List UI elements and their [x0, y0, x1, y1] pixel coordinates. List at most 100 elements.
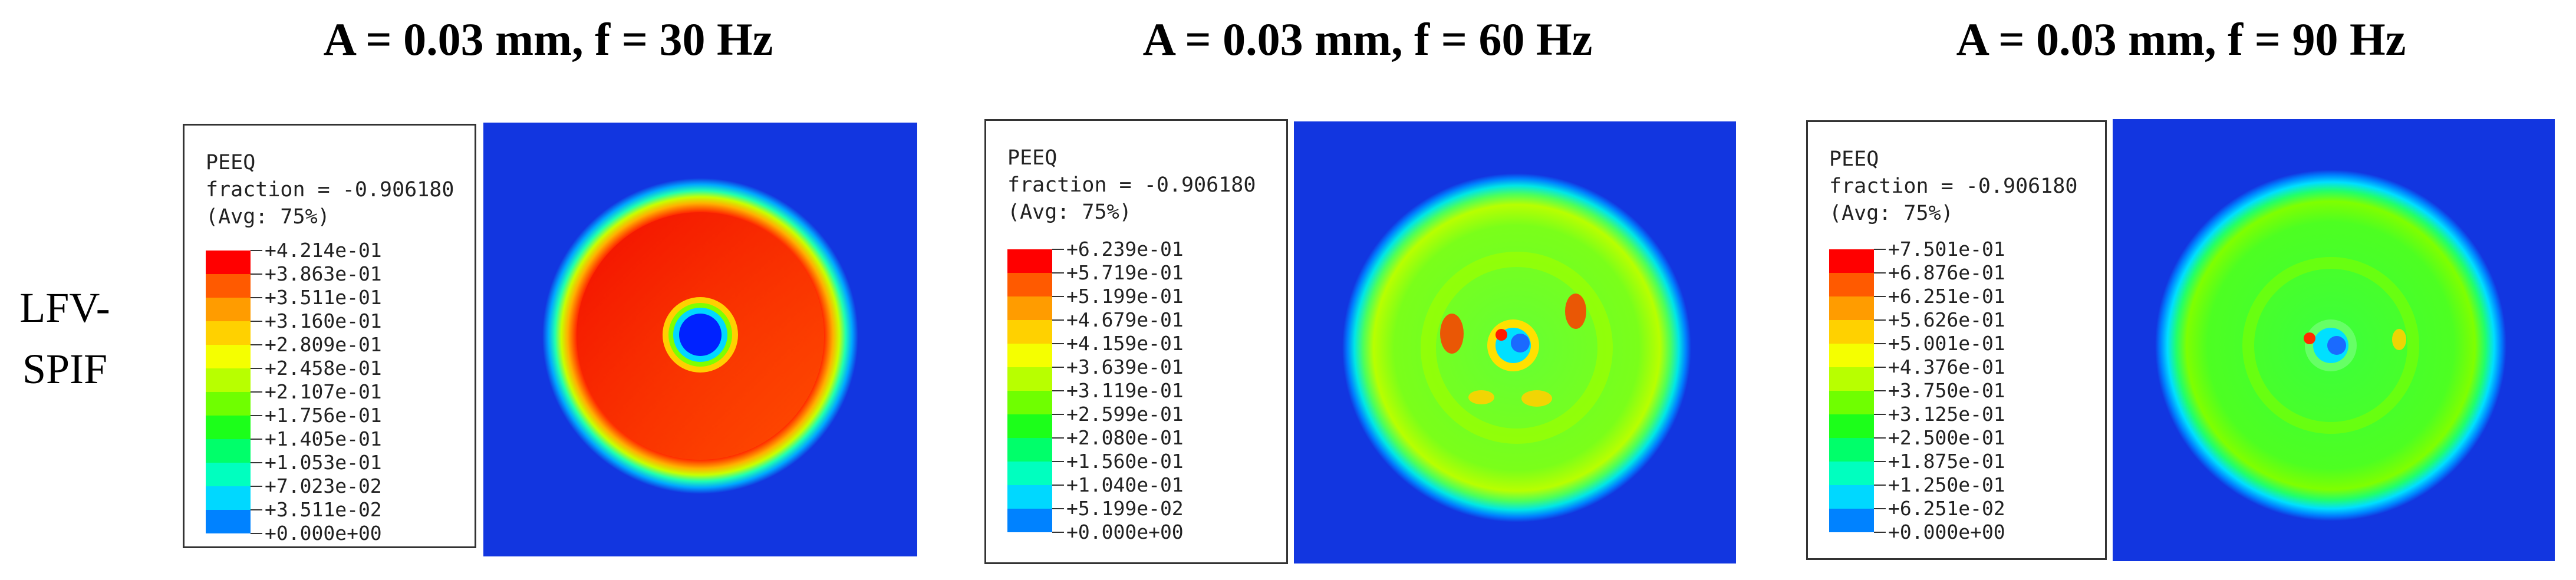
- contour-plot: [1294, 121, 1736, 563]
- color-swatch: [1829, 414, 1874, 438]
- legend-averaging: (Avg: 75%): [1829, 202, 1954, 225]
- level-tick: [1874, 249, 1886, 250]
- level-label: +1.250e-01: [1888, 473, 2005, 496]
- level-tick: [1874, 367, 1886, 368]
- color-scale-bar: +4.214e-01 +3.863e-01 +3.511e-01 +3.160e…: [206, 240, 382, 543]
- color-swatch: [1007, 509, 1052, 532]
- level-tick: [1052, 343, 1064, 344]
- level-tick: [251, 533, 262, 534]
- level-label: +3.511e-02: [265, 498, 382, 521]
- color-swatch: [206, 392, 251, 416]
- level-tick: [1874, 414, 1886, 415]
- legend-header: PEEQ fraction = -0.906180 (Avg: 75%): [1007, 144, 1256, 226]
- level-label: +5.001e-01: [1888, 332, 2005, 355]
- color-swatch: [206, 298, 251, 321]
- color-swatch: [1007, 462, 1052, 485]
- color-swatch: [1007, 296, 1052, 320]
- color-swatch: [1007, 320, 1052, 344]
- level-label: +4.376e-01: [1888, 355, 2005, 378]
- legend-fraction: fraction = -0.906180: [206, 178, 454, 202]
- level-tick: [1052, 390, 1064, 391]
- level-label: +6.876e-01: [1888, 261, 2005, 284]
- level-tick: [1874, 319, 1886, 321]
- row-label-line-1: LFV-: [19, 284, 110, 331]
- level-label: +1.405e-01: [265, 427, 382, 450]
- level-tick: [1052, 461, 1064, 462]
- level-label: +4.214e-01: [265, 239, 382, 262]
- color-swatch: [206, 439, 251, 463]
- color-swatch: [1829, 273, 1874, 296]
- level-tick: [1052, 414, 1064, 415]
- level-tick: [251, 321, 262, 322]
- level-label: +3.125e-01: [1888, 403, 2005, 426]
- level-label: +3.119e-01: [1066, 379, 1184, 402]
- color-swatch: [206, 368, 251, 392]
- level-label: +1.040e-01: [1066, 473, 1184, 496]
- level-tick: [1874, 461, 1886, 462]
- level-label: +5.199e-02: [1066, 497, 1184, 520]
- level-label: +7.023e-02: [265, 474, 382, 497]
- level-label: +2.458e-01: [265, 357, 382, 380]
- color-swatch: [1829, 249, 1874, 273]
- level-label: +2.080e-01: [1066, 426, 1184, 449]
- color-swatch: [1829, 367, 1874, 391]
- contour-plot: [483, 123, 917, 556]
- level-label: +4.159e-01: [1066, 332, 1184, 355]
- legend: PEEQ fraction = -0.906180 (Avg: 75%): [984, 119, 1288, 564]
- level-tick: [1874, 296, 1886, 297]
- level-tick: [251, 344, 262, 345]
- color-swatch: [206, 345, 251, 368]
- level-label: +5.719e-01: [1066, 261, 1184, 284]
- color-swatch: [206, 251, 251, 274]
- level-label: +4.679e-01: [1066, 308, 1184, 331]
- color-swatch: [206, 321, 251, 345]
- panel-title: A = 0.03 mm, f = 60 Hz: [1142, 14, 1593, 65]
- legend-variable: PEEQ: [1829, 147, 1879, 171]
- level-tick: [251, 509, 262, 510]
- color-swatch: [1007, 367, 1052, 391]
- level-tick: [1874, 485, 1886, 486]
- level-tick: [1052, 437, 1064, 439]
- color-swatch: [1007, 414, 1052, 438]
- level-label: +3.863e-01: [265, 262, 382, 285]
- level-tick: [251, 250, 262, 251]
- color-swatch: [1007, 438, 1052, 462]
- color-swatch: [1829, 438, 1874, 462]
- level-label: +6.251e-01: [1888, 285, 2005, 308]
- level-tick: [1874, 532, 1886, 533]
- level-label: +2.107e-01: [265, 380, 382, 403]
- legend-header: PEEQ fraction = -0.906180 (Avg: 75%): [206, 149, 454, 230]
- level-tick: [1052, 296, 1064, 297]
- contour-plot: [2113, 119, 2555, 561]
- level-tick: [251, 391, 262, 393]
- level-tick: [1874, 343, 1886, 344]
- level-tick: [251, 486, 262, 487]
- color-swatch: [206, 463, 251, 486]
- color-swatch: [206, 416, 251, 439]
- legend-averaging: (Avg: 75%): [206, 205, 330, 229]
- level-tick: [1052, 319, 1064, 321]
- level-label: +2.500e-01: [1888, 426, 2005, 449]
- level-tick: [251, 462, 262, 463]
- legend-variable: PEEQ: [206, 151, 256, 174]
- level-label: +1.756e-01: [265, 404, 382, 427]
- level-label: +1.560e-01: [1066, 450, 1184, 473]
- level-label: +5.199e-01: [1066, 285, 1184, 308]
- level-label: +3.511e-01: [265, 286, 382, 309]
- row-label: LFV- SPIF: [0, 277, 130, 400]
- level-tick: [1052, 508, 1064, 509]
- color-swatch: [1829, 509, 1874, 532]
- color-swatch: [206, 274, 251, 298]
- level-tick: [251, 297, 262, 298]
- level-tick: [251, 415, 262, 416]
- color-swatch: [206, 510, 251, 533]
- level-label: +7.501e-01: [1888, 238, 2005, 261]
- color-swatch: [1007, 273, 1052, 296]
- level-tick: [1052, 532, 1064, 533]
- level-tick: [251, 273, 262, 275]
- level-tick: [1874, 272, 1886, 273]
- color-swatch: [1007, 249, 1052, 273]
- level-label: +2.809e-01: [265, 333, 382, 356]
- color-swatch: [206, 486, 251, 510]
- legend: PEEQ fraction = -0.906180 (Avg: 75%): [183, 124, 476, 548]
